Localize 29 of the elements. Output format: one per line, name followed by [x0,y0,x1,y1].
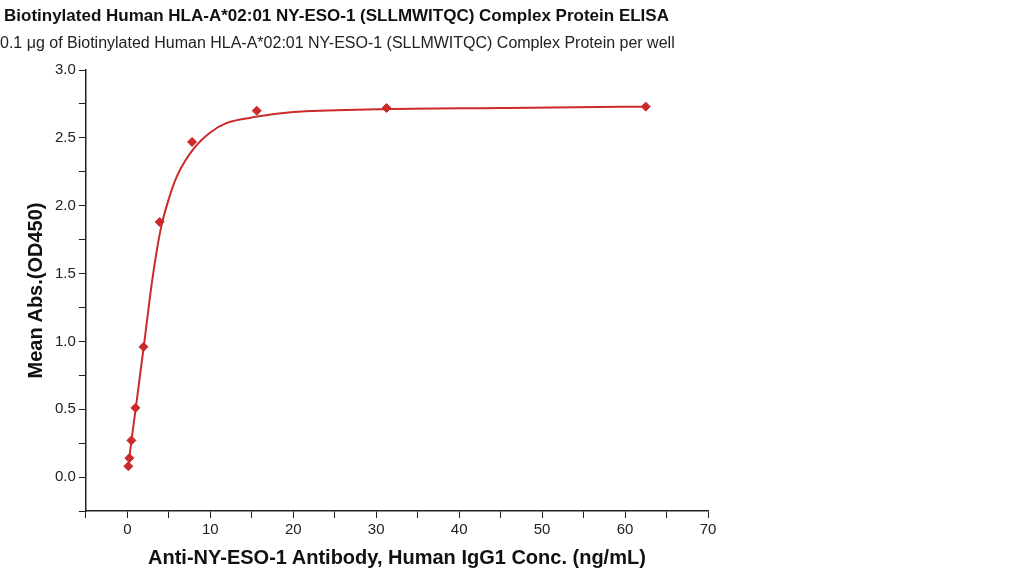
x-tick-label: 10 [201,520,219,538]
point [640,101,651,112]
x-tick-label: 40 [450,520,468,538]
point [123,461,134,472]
point [138,341,149,352]
point [381,102,392,113]
y-tick-label: 2.0 [54,195,76,213]
point [124,453,135,464]
x-tick-label: 30 [367,520,385,538]
y-tick-label: 0.5 [54,399,76,417]
y-tick-label: 3.0 [54,60,76,78]
y-tick-label: 0.0 [54,467,76,485]
point [154,216,165,227]
x-tick-label: 20 [284,520,302,538]
chart-subtitle: 0.1 μg of Biotinylated Human HLA-A*02:01 NY-ESO-1 (SLLMWITQC) Complex Protein per well [0,34,675,52]
x-tick-label: 0 [123,520,132,538]
x-tick-label: 70 [699,520,717,538]
point [251,105,262,116]
y-tick-label: 1.5 [54,263,76,281]
x-tick-label: 60 [616,520,634,538]
x-tick-label: 50 [533,520,551,538]
x-axis-title: Anti-NY-ESO-1 Antibody, Human IgG1 Conc. (ng/mL) [148,545,646,568]
y-tick-label: 2.5 [54,127,76,145]
point [130,402,141,413]
point [187,136,198,147]
point [126,435,137,446]
y-tick-label: 1.0 [54,331,76,349]
y-axis-title: Mean Abs.(OD450) [23,202,46,379]
chart-title: Biotinylated Human HLA-A*02:01 NY-ESO-1 (SLLMWITQC) Complex Protein ELISA [4,6,669,26]
